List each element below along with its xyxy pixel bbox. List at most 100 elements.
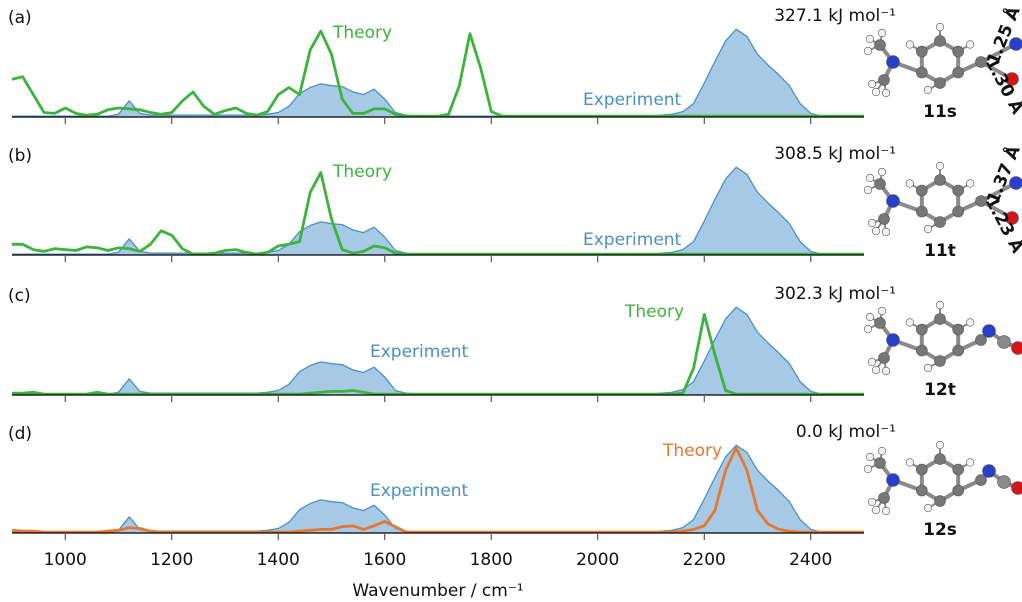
- series-label: Experiment: [583, 90, 682, 110]
- molecule-label: 12s: [923, 520, 957, 540]
- atom: [868, 80, 876, 88]
- atom: [924, 504, 932, 512]
- atom: [866, 174, 874, 182]
- panel-label: (d): [8, 424, 32, 444]
- atom: [966, 459, 974, 467]
- x-tick-label: 1800: [470, 550, 513, 570]
- bond-length: 1.23 Å: [981, 192, 1022, 257]
- atom: [935, 217, 946, 228]
- atom: [906, 319, 914, 327]
- atom: [935, 36, 946, 47]
- atom: [872, 366, 880, 374]
- series-label: Theory: [662, 441, 722, 461]
- energy-label: 327.1 kJ mol⁻¹: [774, 6, 896, 26]
- atom: [953, 46, 964, 57]
- atom: [936, 441, 944, 449]
- x-tick-label: 1400: [257, 550, 300, 570]
- atom: [935, 78, 946, 89]
- energy-label: 0.0 kJ mol⁻¹: [796, 422, 896, 442]
- atom: [924, 86, 932, 94]
- atom: [953, 185, 964, 196]
- atom: [864, 325, 872, 333]
- atom: [878, 29, 886, 37]
- x-tick-label: 2000: [576, 550, 619, 570]
- atom: [916, 345, 927, 356]
- atom: [866, 35, 874, 43]
- atom: [936, 162, 944, 170]
- energy-label: 308.5 kJ mol⁻¹: [774, 144, 896, 164]
- panel-label: (c): [8, 286, 31, 306]
- atom: [953, 324, 964, 335]
- atom: [936, 23, 944, 31]
- atom: [935, 314, 946, 325]
- atom: [983, 325, 996, 338]
- atom: [872, 506, 880, 514]
- atom: [872, 88, 880, 96]
- atom: [878, 168, 886, 176]
- atom: [936, 301, 944, 309]
- series-label: Experiment: [370, 342, 469, 362]
- atom: [864, 186, 872, 194]
- molecule-label: 11s: [923, 102, 957, 122]
- atom: [924, 225, 932, 233]
- series-label: Experiment: [370, 481, 469, 501]
- atom: [906, 459, 914, 467]
- atom: [953, 67, 964, 78]
- series-label: Experiment: [583, 230, 682, 250]
- x-tick-label: 2400: [789, 550, 832, 570]
- series-label: Theory: [624, 302, 684, 322]
- molecule-label: 12t: [924, 380, 956, 400]
- x-tick-label: 1200: [150, 550, 193, 570]
- atom: [868, 219, 876, 227]
- energy-label: 302.3 kJ mol⁻¹: [774, 284, 896, 304]
- atom: [866, 313, 874, 321]
- atom: [887, 195, 900, 208]
- atom: [872, 227, 880, 235]
- x-tick-label: 2200: [683, 550, 726, 570]
- atom: [916, 67, 927, 78]
- figure: ExperimentTheory(a)327.1 kJ mol⁻¹11s1.25…: [0, 0, 1022, 602]
- atom: [875, 179, 886, 190]
- atom: [998, 476, 1011, 489]
- atom: [916, 206, 927, 217]
- atom: [924, 364, 932, 372]
- series-label: Theory: [332, 162, 392, 182]
- bond-length: 1.30 Å: [981, 53, 1022, 118]
- atom: [1012, 482, 1022, 495]
- atom: [882, 367, 890, 375]
- atom: [1012, 342, 1022, 355]
- atom: [916, 464, 927, 475]
- atom: [875, 40, 886, 51]
- atom: [864, 47, 872, 55]
- atom: [875, 458, 886, 469]
- series-label: Theory: [332, 23, 392, 43]
- x-axis-label: Wavenumber / cm⁻¹: [352, 581, 523, 601]
- atom: [879, 75, 890, 86]
- x-tick-label: 1000: [44, 550, 87, 570]
- atom: [864, 465, 872, 473]
- atom: [906, 180, 914, 188]
- area-fill: [12, 167, 864, 255]
- atom: [882, 89, 890, 97]
- atom: [983, 465, 996, 478]
- atom: [935, 454, 946, 465]
- atom: [998, 336, 1011, 349]
- atom: [878, 307, 886, 315]
- atom: [916, 46, 927, 57]
- atom: [868, 498, 876, 506]
- atom: [887, 334, 900, 347]
- atom: [879, 214, 890, 225]
- atom: [879, 353, 890, 364]
- x-tick-label: 1600: [363, 550, 406, 570]
- atom: [953, 206, 964, 217]
- atom: [935, 175, 946, 186]
- molecule: [864, 301, 1022, 375]
- atom: [935, 496, 946, 507]
- atom: [875, 318, 886, 329]
- atom: [953, 464, 964, 475]
- molecule: [864, 441, 1022, 515]
- atom: [966, 41, 974, 49]
- panel-label: (b): [8, 146, 32, 166]
- area-fill: [12, 29, 864, 117]
- atom: [882, 507, 890, 515]
